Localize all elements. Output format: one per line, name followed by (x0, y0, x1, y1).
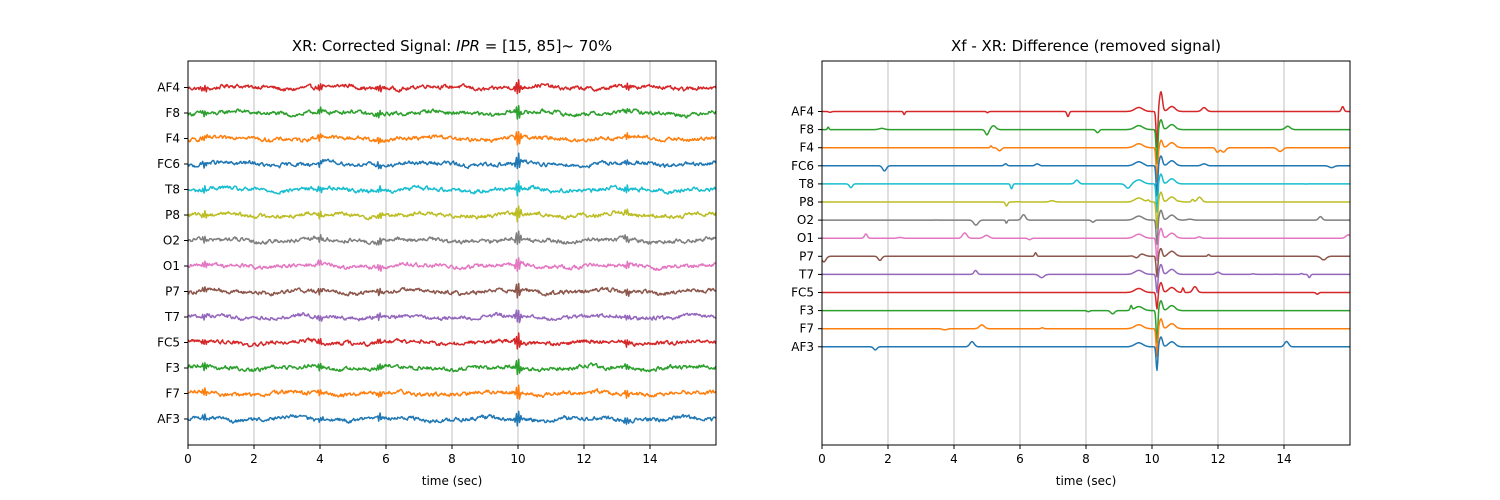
y-tick-label-af4: AF4 (157, 81, 180, 95)
y-tick-label-f3: F3 (165, 361, 180, 375)
trace-f4 (187, 131, 717, 146)
channel-traces (821, 91, 1351, 372)
difference-title: Xf - XR: Difference (removed signal) (951, 37, 1221, 55)
trace-t8 (821, 173, 1351, 213)
y-tick-label-p8: P8 (799, 195, 814, 209)
trace-f8 (821, 119, 1351, 165)
x-axis-ticks: 0 2 4 6 8 10 12 14 (184, 445, 658, 466)
trace-p7 (821, 247, 1351, 278)
trace-fc5 (821, 281, 1351, 310)
title-suffix: = [15, 85]~ 70% (480, 37, 612, 55)
y-tick-label-p8: P8 (165, 208, 180, 222)
y-tick-label-af3: AF3 (791, 340, 814, 354)
y-tick-label-o2: O2 (163, 234, 180, 248)
x-tick-label-12: 12 (1210, 452, 1225, 466)
x-tick-label-2: 2 (250, 452, 258, 466)
trace-o2 (187, 230, 717, 246)
corrected-signal-title: XR: Corrected Signal: IPR = [15, 85]~ 70… (292, 37, 612, 55)
y-tick-label-af4: AF4 (791, 105, 814, 119)
y-tick-label-f4: F4 (799, 141, 814, 155)
x-tick-label-0: 0 (184, 452, 192, 466)
x-gridlines (821, 61, 1285, 445)
x-tick-label-8: 8 (448, 452, 456, 466)
trace-f8 (187, 104, 717, 120)
y-axis-ticks: AF4 F8 F4 FC6 T8 P8 O2 O1 P7 T7 FC5 F3 F7 AF3 (791, 105, 822, 354)
y-tick-label-f8: F8 (165, 106, 180, 120)
x-tick-label-2: 2 (884, 452, 892, 466)
trace-fc6 (821, 155, 1351, 197)
trace-fc5 (187, 332, 717, 350)
x-tick-label-4: 4 (316, 452, 324, 466)
channel-traces (187, 79, 717, 427)
y-tick-label-p7: P7 (165, 285, 180, 299)
trace-o1 (187, 257, 717, 272)
y-tick-label-o2: O2 (797, 213, 814, 227)
trace-fc6 (187, 152, 717, 170)
x-tick-label-10: 10 (510, 452, 525, 466)
title-italic: IPR (456, 37, 480, 55)
y-tick-label-fc6: FC6 (157, 157, 180, 171)
y-axis-ticks: AF4 F8 F4 FC6 T8 P8 O2 O1 P7 T7 FC5 F3 F7 AF3 (157, 81, 188, 426)
trace-o1 (821, 227, 1351, 262)
trace-o2 (821, 209, 1351, 246)
x-tick-label-14: 14 (1276, 452, 1291, 466)
trace-af4 (187, 79, 717, 95)
trace-t8 (187, 180, 717, 197)
y-tick-label-f7: F7 (799, 322, 814, 336)
trace-af3 (821, 336, 1351, 372)
y-tick-label-t8: T8 (798, 177, 814, 191)
trace-f7 (187, 384, 717, 400)
y-tick-label-t7: T7 (164, 310, 180, 324)
trace-t7 (821, 263, 1351, 294)
y-tick-label-f3: F3 (799, 304, 814, 318)
x-tick-label-6: 6 (382, 452, 390, 466)
y-tick-label-f8: F8 (799, 123, 814, 137)
x-tick-label-12: 12 (576, 452, 591, 466)
y-tick-label-o1: O1 (797, 231, 814, 245)
y-tick-label-t7: T7 (798, 267, 814, 281)
trace-p8 (821, 191, 1351, 229)
trace-f3 (187, 358, 717, 376)
x-axis-label: time (sec) (1056, 474, 1117, 488)
y-tick-label-af3: AF3 (157, 412, 180, 426)
difference-panel: Xf - XR: Difference (removed signal) 0 2 4… (791, 37, 1351, 488)
x-tick-label-4: 4 (950, 452, 958, 466)
y-tick-label-t8: T8 (164, 183, 180, 197)
y-tick-label-f4: F4 (165, 132, 180, 146)
x-tick-label-0: 0 (818, 452, 826, 466)
x-tick-label-10: 10 (1144, 452, 1159, 466)
trace-p8 (187, 205, 717, 223)
x-tick-label-6: 6 (1016, 452, 1024, 466)
x-axis-ticks: 0 2 4 6 8 10 12 14 (818, 445, 1292, 466)
trace-f4 (821, 139, 1351, 183)
trace-f3 (821, 300, 1351, 344)
title-prefix: XR: Corrected Signal: (292, 37, 456, 55)
x-axis-label: time (sec) (422, 474, 483, 488)
x-gridlines (187, 61, 651, 445)
trace-af4 (821, 91, 1351, 148)
x-tick-label-8: 8 (1082, 452, 1090, 466)
x-tick-label-14: 14 (642, 452, 657, 466)
y-tick-label-o1: O1 (163, 259, 180, 273)
trace-f7 (821, 318, 1351, 358)
trace-t7 (187, 309, 717, 324)
trace-af3 (187, 410, 717, 427)
y-tick-label-p7: P7 (799, 249, 814, 263)
y-tick-label-f7: F7 (165, 387, 180, 401)
y-tick-label-fc6: FC6 (791, 159, 814, 173)
trace-p7 (187, 282, 717, 299)
y-tick-label-fc5: FC5 (791, 286, 814, 300)
y-tick-label-fc5: FC5 (157, 336, 180, 350)
corrected-signal-panel: XR: Corrected Signal: IPR = [15, 85]~ 70… (157, 37, 717, 488)
